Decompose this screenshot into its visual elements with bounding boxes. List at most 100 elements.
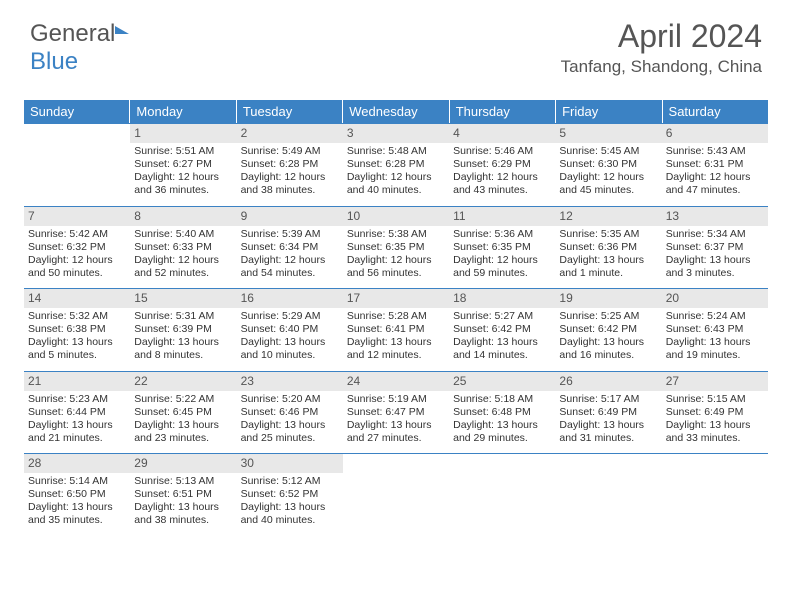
day-cell	[343, 453, 449, 536]
day-info-line: Sunset: 6:42 PM	[453, 323, 551, 336]
day-cell: 3Sunrise: 5:48 AMSunset: 6:28 PMDaylight…	[343, 123, 449, 206]
day-info-line: Daylight: 12 hours	[241, 254, 339, 267]
day-info-line: Sunrise: 5:49 AM	[241, 145, 339, 158]
logo-text-2: Blue	[30, 48, 78, 75]
day-info-line: Sunrise: 5:48 AM	[347, 145, 445, 158]
weekday-header: Tuesday	[237, 100, 343, 123]
day-info: Sunrise: 5:45 AMSunset: 6:30 PMDaylight:…	[559, 145, 657, 198]
day-info-line: Sunrise: 5:19 AM	[347, 393, 445, 406]
day-info-line: and 19 minutes.	[666, 349, 764, 362]
day-number: 9	[237, 207, 343, 226]
day-info: Sunrise: 5:51 AMSunset: 6:27 PMDaylight:…	[134, 145, 232, 198]
day-info: Sunrise: 5:48 AMSunset: 6:28 PMDaylight:…	[347, 145, 445, 198]
day-number: 13	[662, 207, 768, 226]
day-info-line: Sunrise: 5:45 AM	[559, 145, 657, 158]
day-info-line: Sunrise: 5:20 AM	[241, 393, 339, 406]
day-info-line: and 52 minutes.	[134, 267, 232, 280]
day-info: Sunrise: 5:46 AMSunset: 6:29 PMDaylight:…	[453, 145, 551, 198]
day-cell: 29Sunrise: 5:13 AMSunset: 6:51 PMDayligh…	[130, 453, 236, 536]
sail-icon	[115, 26, 129, 34]
day-number: 27	[662, 372, 768, 391]
day-info-line: Sunrise: 5:43 AM	[666, 145, 764, 158]
day-info-line: Daylight: 12 hours	[134, 171, 232, 184]
day-cell: 25Sunrise: 5:18 AMSunset: 6:48 PMDayligh…	[449, 371, 555, 454]
day-info-line: Daylight: 12 hours	[347, 254, 445, 267]
day-info-line: Sunrise: 5:24 AM	[666, 310, 764, 323]
day-info-line: and 21 minutes.	[28, 432, 126, 445]
day-info-line: and 47 minutes.	[666, 184, 764, 197]
day-cell: 27Sunrise: 5:15 AMSunset: 6:49 PMDayligh…	[662, 371, 768, 454]
day-cell: 13Sunrise: 5:34 AMSunset: 6:37 PMDayligh…	[662, 206, 768, 289]
day-info-line: Daylight: 13 hours	[28, 336, 126, 349]
day-info-line: Sunset: 6:34 PM	[241, 241, 339, 254]
day-info: Sunrise: 5:19 AMSunset: 6:47 PMDaylight:…	[347, 393, 445, 446]
day-info-line: Sunset: 6:30 PM	[559, 158, 657, 171]
week-row: 21Sunrise: 5:23 AMSunset: 6:44 PMDayligh…	[24, 371, 768, 454]
day-info: Sunrise: 5:29 AMSunset: 6:40 PMDaylight:…	[241, 310, 339, 363]
day-info-line: Sunset: 6:29 PM	[453, 158, 551, 171]
page-title: April 2024	[561, 18, 762, 55]
day-info-line: Sunrise: 5:25 AM	[559, 310, 657, 323]
day-info-line: Sunrise: 5:39 AM	[241, 228, 339, 241]
week-row: 1 Sunrise: 5:51 AMSunset: 6:27 PMDaylight…	[24, 123, 768, 206]
day-number: 25	[449, 372, 555, 391]
day-number: 1	[130, 124, 236, 143]
day-info-line: Daylight: 13 hours	[559, 254, 657, 267]
day-info-line: Sunset: 6:46 PM	[241, 406, 339, 419]
day-info-line: and 33 minutes.	[666, 432, 764, 445]
day-info-line: and 27 minutes.	[347, 432, 445, 445]
day-number: 12	[555, 207, 661, 226]
day-cell: 24Sunrise: 5:19 AMSunset: 6:47 PMDayligh…	[343, 371, 449, 454]
day-info: Sunrise: 5:38 AMSunset: 6:35 PMDaylight:…	[347, 228, 445, 281]
day-info-line: Sunrise: 5:15 AM	[666, 393, 764, 406]
day-info-line: Sunset: 6:31 PM	[666, 158, 764, 171]
day-number: 15	[130, 289, 236, 308]
day-info-line: Daylight: 13 hours	[666, 254, 764, 267]
day-info-line: Sunset: 6:41 PM	[347, 323, 445, 336]
day-info-line: Daylight: 13 hours	[453, 336, 551, 349]
day-info-line: Daylight: 12 hours	[28, 254, 126, 267]
day-info-line: Sunrise: 5:36 AM	[453, 228, 551, 241]
title-block: April 2024 Tanfang, Shandong, China	[561, 18, 762, 77]
week-row: 28Sunrise: 5:14 AMSunset: 6:50 PMDayligh…	[24, 453, 768, 536]
day-info-line: Sunset: 6:35 PM	[453, 241, 551, 254]
day-number: 16	[237, 289, 343, 308]
day-info-line: Sunset: 6:52 PM	[241, 488, 339, 501]
day-info-line: Sunrise: 5:35 AM	[559, 228, 657, 241]
day-cell: 28Sunrise: 5:14 AMSunset: 6:50 PMDayligh…	[24, 453, 130, 536]
day-info-line: Sunset: 6:47 PM	[347, 406, 445, 419]
logo-text-1: General	[30, 20, 115, 47]
weekday-header-row: SundayMondayTuesdayWednesdayThursdayFrid…	[24, 100, 768, 123]
day-info-line: and 43 minutes.	[453, 184, 551, 197]
day-info-line: Sunset: 6:28 PM	[241, 158, 339, 171]
day-info-line: Sunrise: 5:27 AM	[453, 310, 551, 323]
day-cell: 9 Sunrise: 5:39 AMSunset: 6:34 PMDaylight…	[237, 206, 343, 289]
day-info-line: and 1 minute.	[559, 267, 657, 280]
day-number: 11	[449, 207, 555, 226]
day-info-line: Sunset: 6:36 PM	[559, 241, 657, 254]
day-info-line: Sunset: 6:39 PM	[134, 323, 232, 336]
day-info-line: Sunset: 6:28 PM	[347, 158, 445, 171]
day-info: Sunrise: 5:28 AMSunset: 6:41 PMDaylight:…	[347, 310, 445, 363]
day-info-line: Daylight: 13 hours	[559, 419, 657, 432]
day-info: Sunrise: 5:40 AMSunset: 6:33 PMDaylight:…	[134, 228, 232, 281]
day-number: 8	[130, 207, 236, 226]
day-number: 10	[343, 207, 449, 226]
day-info-line: Sunrise: 5:22 AM	[134, 393, 232, 406]
week-row: 14Sunrise: 5:32 AMSunset: 6:38 PMDayligh…	[24, 288, 768, 371]
day-cell: 23Sunrise: 5:20 AMSunset: 6:46 PMDayligh…	[237, 371, 343, 454]
day-info: Sunrise: 5:42 AMSunset: 6:32 PMDaylight:…	[28, 228, 126, 281]
day-cell: 26 Sunrise: 5:17 AMSunset: 6:49 PMDayligh…	[555, 371, 661, 454]
weekday-header: Monday	[130, 100, 236, 123]
day-number: 26	[555, 372, 661, 391]
day-info-line: and 54 minutes.	[241, 267, 339, 280]
day-cell: 11 Sunrise: 5:36 AMSunset: 6:35 PMDayligh…	[449, 206, 555, 289]
day-info-line: Sunset: 6:45 PM	[134, 406, 232, 419]
day-info-line: Daylight: 12 hours	[453, 254, 551, 267]
day-info-line: Sunset: 6:50 PM	[28, 488, 126, 501]
location-label: Tanfang, Shandong, China	[561, 57, 762, 77]
day-info-line: Daylight: 12 hours	[134, 254, 232, 267]
day-cell: 21Sunrise: 5:23 AMSunset: 6:44 PMDayligh…	[24, 371, 130, 454]
day-info: Sunrise: 5:17 AMSunset: 6:49 PMDaylight:…	[559, 393, 657, 446]
day-info-line: Sunset: 6:38 PM	[28, 323, 126, 336]
